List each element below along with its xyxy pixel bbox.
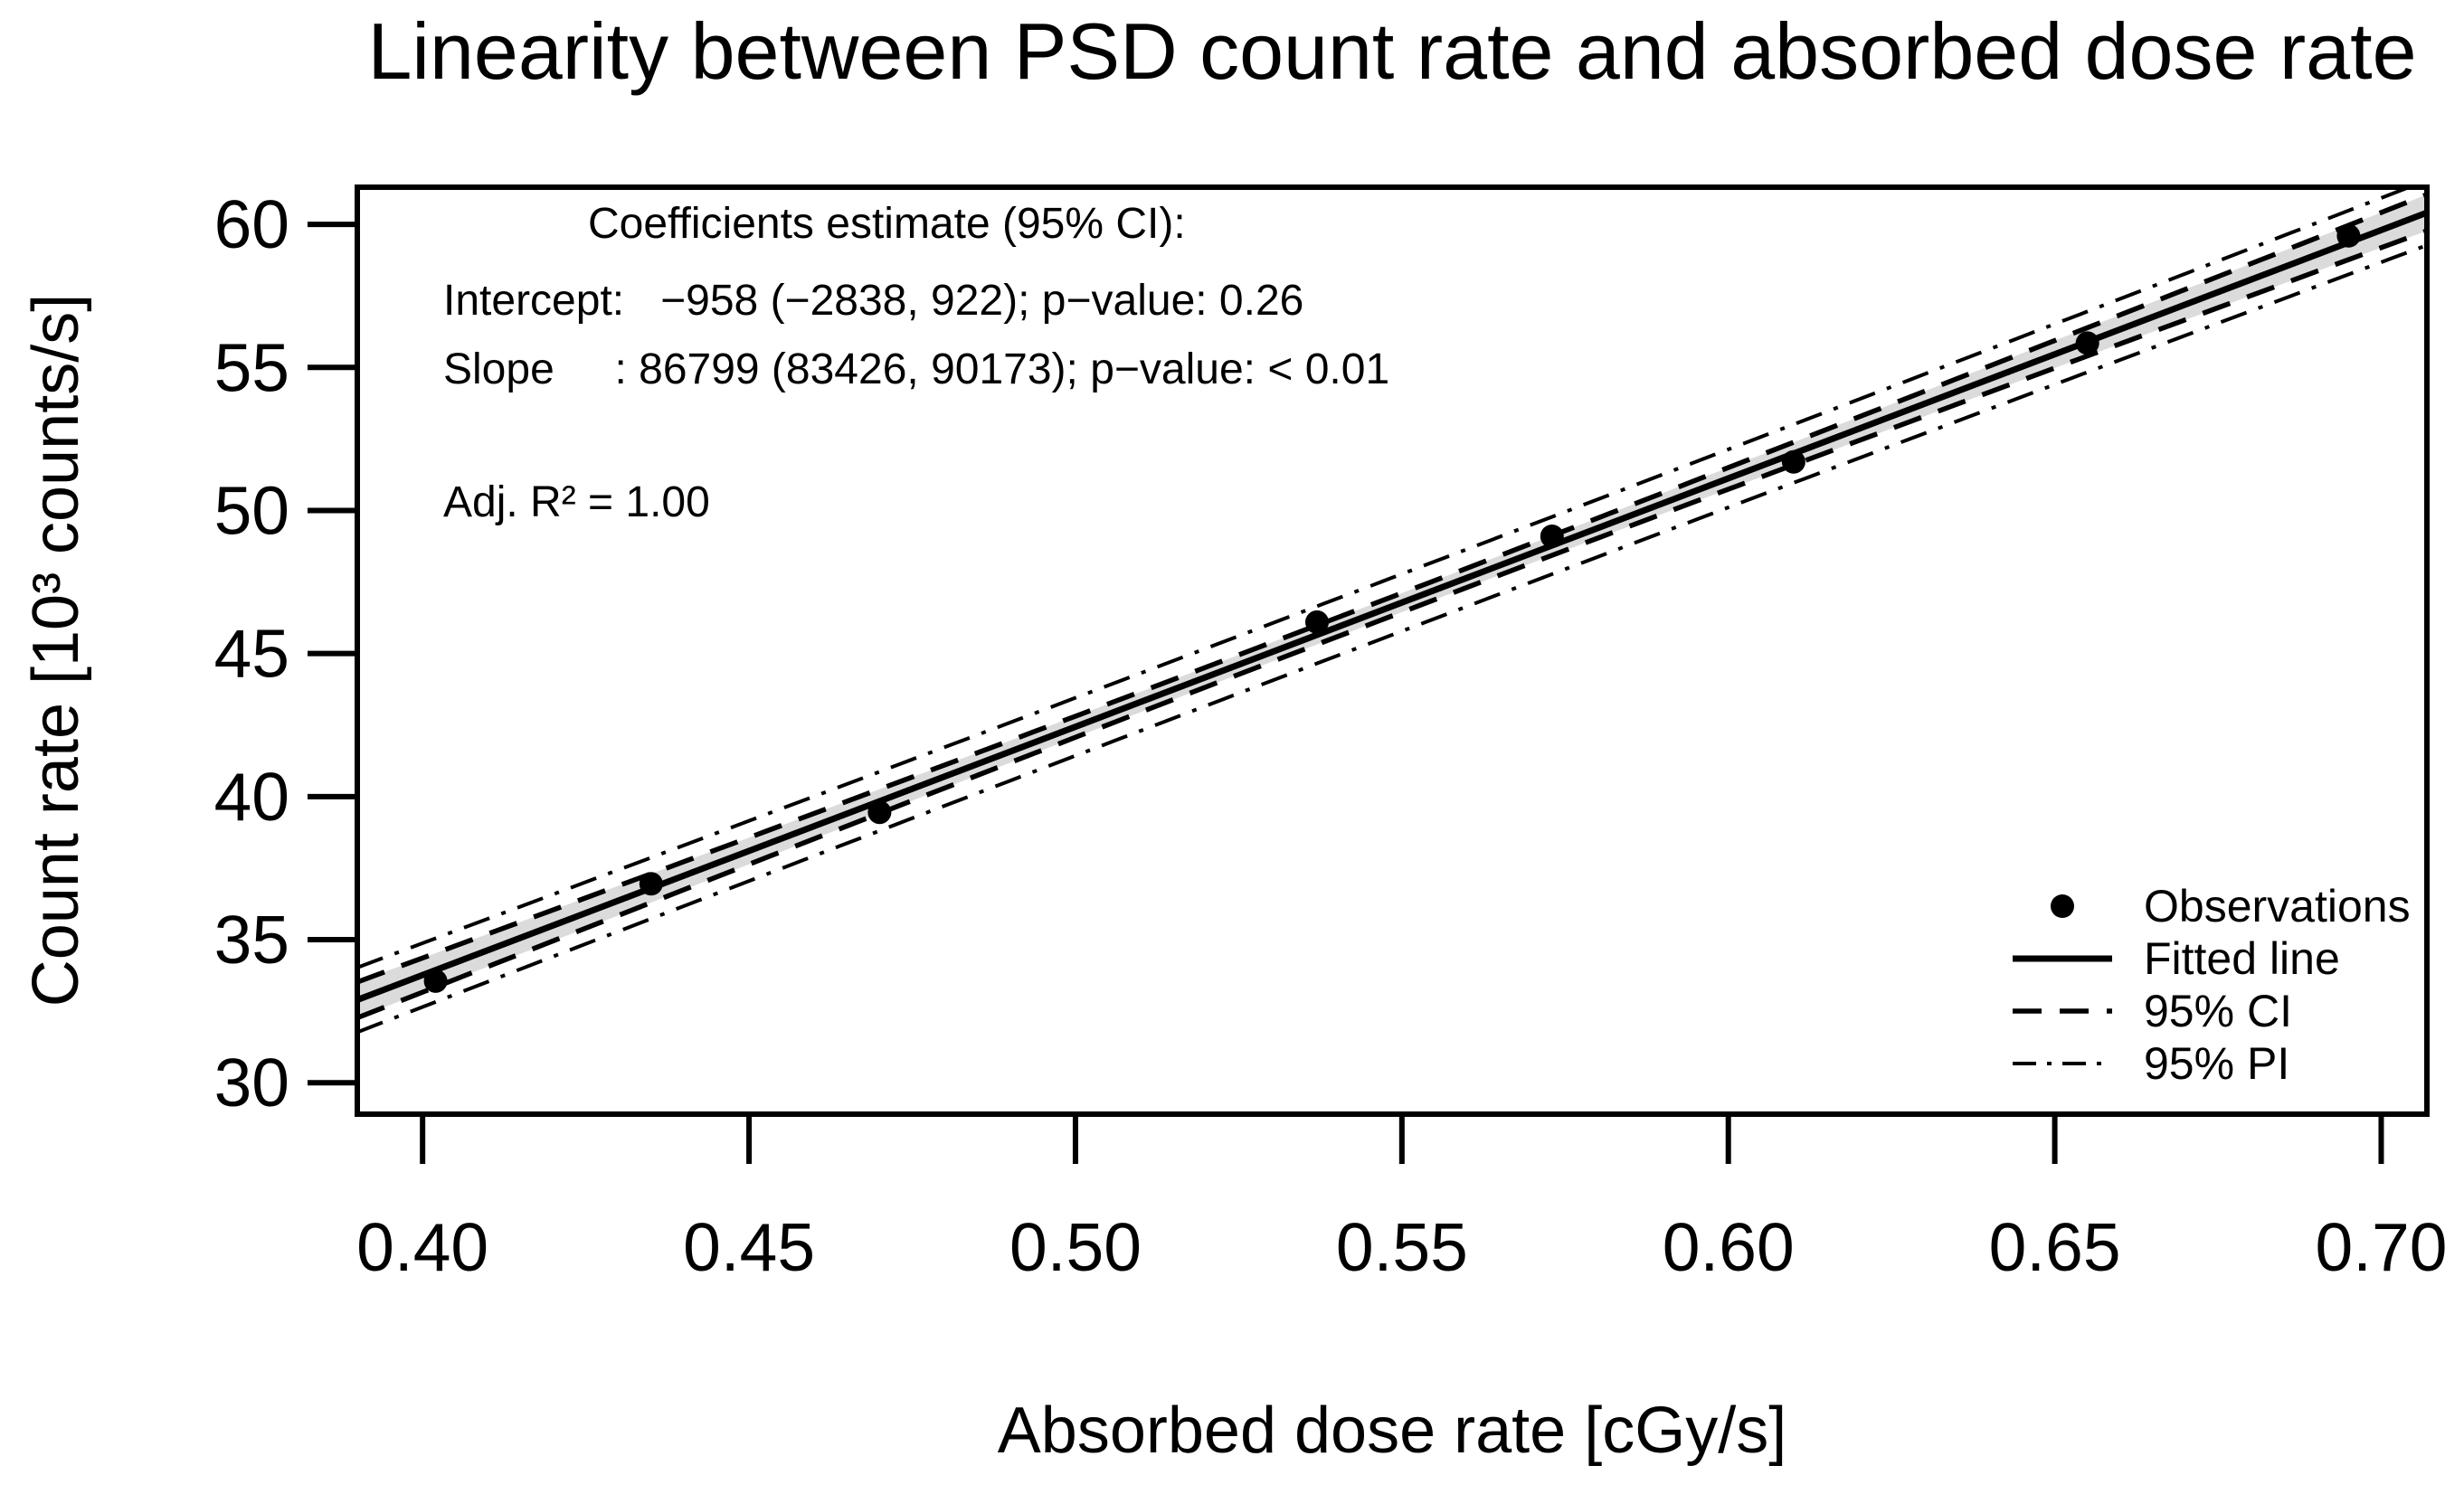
y-tick-label: 40: [214, 759, 289, 835]
x-tick-label: 0.70: [2315, 1209, 2447, 1285]
legend-item-label: 95% CI: [2144, 986, 2292, 1036]
plot-box: [355, 184, 2430, 1117]
y-tick-label: 50: [214, 472, 289, 548]
pi-upper-line: [357, 187, 2414, 969]
y-axis-label: Count rate [10³ counts/s]: [20, 293, 92, 1007]
annotation-slope-line: Slope : 86799 (83426, 90173); p−value: <…: [443, 345, 1390, 393]
x-tick-label: 0.55: [1336, 1209, 1468, 1285]
x-tick-label: 0.40: [356, 1209, 488, 1285]
y-tick-label: 45: [214, 616, 289, 692]
ci-lower-line: [357, 228, 2427, 1021]
y-tick-label: 60: [214, 186, 289, 262]
y-tick-label: 55: [214, 329, 289, 405]
x-tick-label: 0.60: [1663, 1209, 1795, 1285]
annotation-coefficients-heading: Coefficients estimate (95% CI):: [588, 200, 1186, 248]
observation-point: [867, 800, 892, 825]
annotation-intercept-line: Intercept: −958 (−2838, 922); p−value: 0…: [443, 277, 1304, 325]
observation-point: [2075, 331, 2099, 355]
y-tick-label: 35: [214, 902, 289, 978]
chart-title: Linearity between PSD count rate and abs…: [367, 6, 2417, 96]
legend-item-label: 95% PI: [2144, 1038, 2289, 1089]
fitted-line: [357, 209, 2427, 1003]
observation-point: [1540, 525, 1564, 548]
ci-upper-line: [357, 192, 2427, 985]
observation-point: [639, 872, 663, 896]
legend-point-icon: [2051, 894, 2074, 918]
pi-lower-line: [357, 243, 2427, 1035]
observation-points: [423, 223, 2361, 993]
annotation-adj-r2-line: Adj. R² = 1.00: [443, 478, 710, 526]
observation-point: [2336, 223, 2361, 248]
plot-frame-and-ticks: 0.40 0.45 0.50 0.55 0.60 0.65 0.70 30 35 40 45 50 55…: [214, 184, 2447, 1285]
legend-item-label: Fitted line: [2144, 933, 2340, 984]
x-tick-label: 0.65: [1989, 1209, 2121, 1285]
x-axis-label: Absorbed dose rate [cGy/s]: [997, 1395, 1787, 1467]
observation-point: [423, 969, 448, 993]
x-tick-label: 0.50: [1009, 1209, 1142, 1285]
observation-point: [1305, 610, 1329, 634]
x-tick-label: 0.45: [683, 1209, 815, 1285]
legend-item-label: Observations: [2144, 881, 2411, 931]
observation-point: [1781, 449, 1805, 474]
y-tick-label: 30: [214, 1045, 289, 1120]
